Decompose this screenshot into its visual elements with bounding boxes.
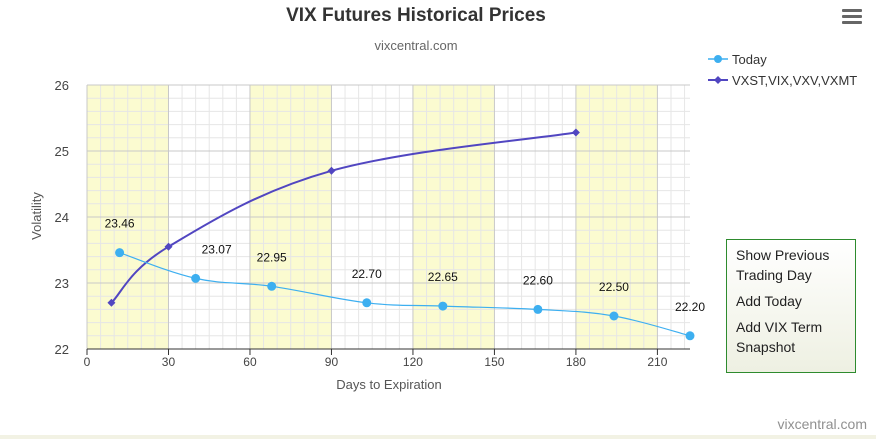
legend-label-today: Today [732, 51, 767, 67]
context-panel: Show Previous Trading Day Add Today Add … [726, 239, 856, 373]
data-label: 22.70 [352, 267, 382, 281]
y-tick-label: 23 [55, 276, 69, 291]
data-label: 23.07 [202, 242, 232, 256]
y-tick-label: 22 [55, 342, 69, 357]
x-tick-label: 60 [243, 355, 257, 369]
today-point [267, 281, 277, 291]
legend-today-symbol [708, 55, 728, 63]
data-label: 22.20 [675, 300, 705, 314]
x-axis-title: Days to Expiration [336, 377, 442, 392]
today-point [115, 248, 125, 258]
today-point [685, 331, 695, 341]
add-vix-term-snapshot-link[interactable]: Add VIX Term Snapshot [736, 319, 823, 355]
today-point [362, 298, 372, 308]
today-point [533, 304, 543, 314]
series-lines [107, 128, 695, 341]
legend-item-today[interactable]: Today [708, 49, 857, 69]
hamburger-menu-icon[interactable] [841, 9, 863, 29]
grid-lines [86, 84, 690, 350]
term-point [571, 128, 580, 137]
series-line-today [119, 252, 691, 337]
today-point [609, 311, 619, 321]
data-labels: 23.46 23.07 22.95 22.70 22.65 22.60 22.50 22.20 [105, 217, 706, 314]
x-tick-label: 150 [484, 355, 504, 369]
legend: Today VXST,VIX,VXV,VXMT [708, 49, 857, 91]
credit-link[interactable]: vixcentral.com [777, 416, 867, 432]
y-tick-label: 24 [55, 210, 69, 225]
x-tick-label: 0 [84, 355, 91, 369]
legend-term-symbol [708, 76, 728, 84]
bottom-rule [0, 435, 876, 439]
data-label: 23.46 [105, 217, 135, 231]
x-tick-label: 90 [325, 355, 339, 369]
y-tick-label: 26 [55, 78, 69, 93]
x-tick-label: 210 [647, 355, 667, 369]
term-point [327, 166, 336, 175]
legend-item-term[interactable]: VXST,VIX,VXV,VXMT [708, 70, 857, 90]
show-previous-trading-day-link[interactable]: Show Previous Trading Day [736, 247, 830, 283]
series-line-term [110, 131, 577, 304]
term-point [164, 242, 173, 251]
y-tick-label: 25 [55, 144, 69, 159]
today-point [191, 273, 201, 283]
data-label: 22.60 [523, 273, 553, 287]
chart-subtitle: vixcentral.com [374, 38, 458, 53]
axes: 0 30 60 90 120 150 180 210 22 23 24 25 26 [55, 78, 690, 369]
term-point [107, 298, 116, 307]
today-point [438, 301, 448, 311]
data-label: 22.95 [257, 250, 287, 264]
x-tick-label: 30 [162, 355, 176, 369]
data-label: 22.50 [599, 280, 629, 294]
y-axis-title: Volatility [29, 192, 44, 240]
x-tick-label: 120 [403, 355, 423, 369]
add-today-link[interactable]: Add Today [736, 293, 802, 309]
chart-title: VIX Futures Historical Prices [286, 5, 546, 26]
x-tick-label: 180 [566, 355, 586, 369]
data-label: 22.65 [428, 270, 458, 284]
legend-label-term: VXST,VIX,VXV,VXMT [732, 72, 858, 88]
